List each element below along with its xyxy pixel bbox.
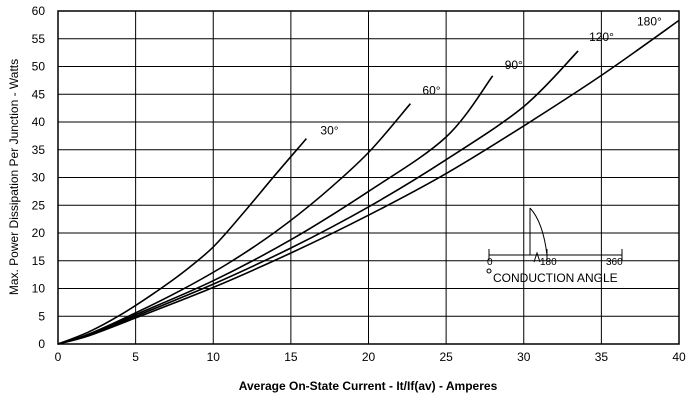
x-tick-label: 0 xyxy=(55,350,62,364)
series-line xyxy=(57,138,308,345)
series-label: 90° xyxy=(505,58,523,72)
inset-label-360: 360 xyxy=(606,257,623,268)
series-line xyxy=(57,50,579,345)
y-tick-label: 35 xyxy=(32,143,46,157)
inset-label-0: 0 xyxy=(487,257,493,268)
degree-mark xyxy=(486,268,492,274)
x-tick-label: 35 xyxy=(595,350,609,364)
y-tick-label: 20 xyxy=(32,226,46,240)
y-tick-label: 0 xyxy=(38,337,45,351)
grid-lines xyxy=(58,11,679,344)
y-tick-label: 30 xyxy=(32,171,46,185)
x-tick-label: 40 xyxy=(672,350,686,364)
y-tick-label: 50 xyxy=(32,60,46,74)
x-axis-ticks: 0 5 10 15 20 25 30 35 40 xyxy=(55,350,686,364)
series-label: 60° xyxy=(422,84,440,98)
x-tick-label: 25 xyxy=(439,350,453,364)
plot-frame xyxy=(57,10,680,345)
y-tick-label: 25 xyxy=(32,198,46,212)
x-tick-label: 10 xyxy=(207,350,221,364)
conduction-angle-inset: 0 180 360 CONDUCTION ANGLE xyxy=(486,207,623,285)
y-tick-label: 15 xyxy=(32,254,46,268)
series-labels: 30° 60° 90° 120° 180° xyxy=(320,14,662,137)
y-axis-ticks: 0 5 10 15 20 25 30 35 40 45 50 55 60 xyxy=(32,4,46,351)
y-axis-title: Max. Power Dissipation Per Junction - Wa… xyxy=(7,59,21,295)
y-tick-label: 60 xyxy=(32,4,46,18)
y-tick-label: 10 xyxy=(32,282,46,296)
series-lines xyxy=(57,19,680,345)
y-tick-label: 55 xyxy=(32,32,46,46)
y-tick-label: 45 xyxy=(32,87,46,101)
series-label: 30° xyxy=(320,124,338,138)
inset-caption: CONDUCTION ANGLE xyxy=(493,271,618,285)
series-line xyxy=(57,75,494,345)
series-label: 120° xyxy=(589,30,614,44)
y-tick-label: 5 xyxy=(38,309,45,323)
x-tick-label: 20 xyxy=(362,350,376,364)
inset-half-sine xyxy=(529,207,548,256)
y-tick-label: 40 xyxy=(32,115,46,129)
x-tick-label: 5 xyxy=(132,350,139,364)
x-tick-label: 15 xyxy=(284,350,298,364)
x-tick-label: 30 xyxy=(517,350,531,364)
series-line xyxy=(57,19,680,345)
x-axis-title: Average On-State Current - It/If(av) - A… xyxy=(239,379,498,393)
inset-angle-arrow xyxy=(533,251,541,263)
inset-label-180: 180 xyxy=(540,257,557,268)
series-label: 180° xyxy=(637,14,662,28)
